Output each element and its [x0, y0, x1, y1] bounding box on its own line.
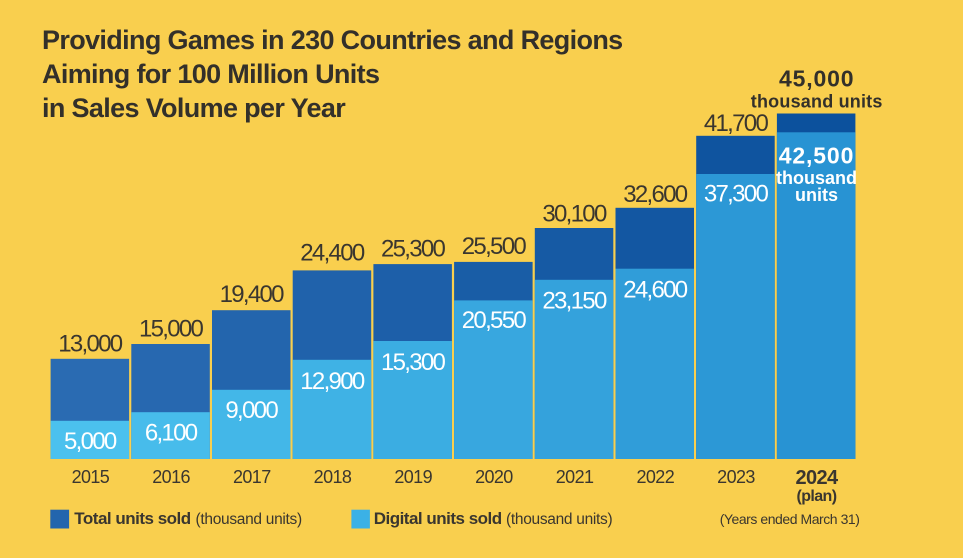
svg-text:25,300: 25,300 — [381, 235, 446, 262]
svg-text:5,000: 5,000 — [64, 428, 117, 455]
svg-text:12,900: 12,900 — [300, 368, 365, 395]
svg-text:15,000: 15,000 — [139, 316, 204, 343]
svg-text:units: units — [795, 185, 838, 205]
svg-text:(thousand units): (thousand units) — [196, 511, 302, 528]
svg-text:Providing Games in 230 Countri: Providing Games in 230 Countries and Reg… — [42, 25, 623, 55]
svg-text:(thousand units): (thousand units) — [506, 511, 612, 528]
svg-text:2022: 2022 — [636, 467, 674, 487]
svg-text:2015: 2015 — [72, 467, 110, 487]
svg-text:9,000: 9,000 — [225, 397, 278, 424]
svg-text:Total units sold: Total units sold — [74, 509, 190, 528]
svg-text:20,550: 20,550 — [462, 307, 527, 334]
svg-text:thousand units: thousand units — [751, 92, 883, 112]
svg-text:2024: 2024 — [795, 467, 839, 489]
svg-text:45,000: 45,000 — [779, 66, 854, 92]
svg-text:in Sales Volume per Year: in Sales Volume per Year — [42, 93, 346, 123]
svg-text:2016: 2016 — [152, 467, 190, 487]
svg-text:2019: 2019 — [394, 467, 432, 487]
svg-text:24,400: 24,400 — [300, 240, 365, 267]
svg-text:(plan): (plan) — [797, 488, 837, 505]
svg-text:thousand: thousand — [776, 168, 857, 188]
svg-text:2017: 2017 — [233, 467, 271, 487]
svg-text:2020: 2020 — [475, 467, 513, 487]
svg-text:15,300: 15,300 — [381, 349, 446, 376]
svg-text:13,000: 13,000 — [58, 331, 123, 358]
svg-text:6,100: 6,100 — [145, 420, 198, 447]
svg-text:19,400: 19,400 — [220, 281, 285, 308]
svg-text:2023: 2023 — [717, 467, 755, 487]
svg-text:24,600: 24,600 — [623, 277, 688, 304]
svg-text:25,500: 25,500 — [462, 233, 527, 260]
svg-text:Digital units sold: Digital units sold — [374, 509, 502, 528]
svg-text:2018: 2018 — [314, 467, 352, 487]
svg-text:23,150: 23,150 — [542, 287, 607, 314]
svg-text:Aiming for 100 Million Units: Aiming for 100 Million Units — [42, 59, 379, 89]
svg-text:30,100: 30,100 — [542, 201, 607, 228]
svg-text:32,600: 32,600 — [623, 181, 688, 208]
svg-text:2021: 2021 — [556, 467, 594, 487]
svg-text:(Years ended March 31): (Years ended March 31) — [720, 511, 860, 527]
svg-text:41,700: 41,700 — [704, 110, 769, 137]
svg-text:37,300: 37,300 — [704, 181, 769, 208]
svg-text:42,500: 42,500 — [779, 143, 854, 169]
